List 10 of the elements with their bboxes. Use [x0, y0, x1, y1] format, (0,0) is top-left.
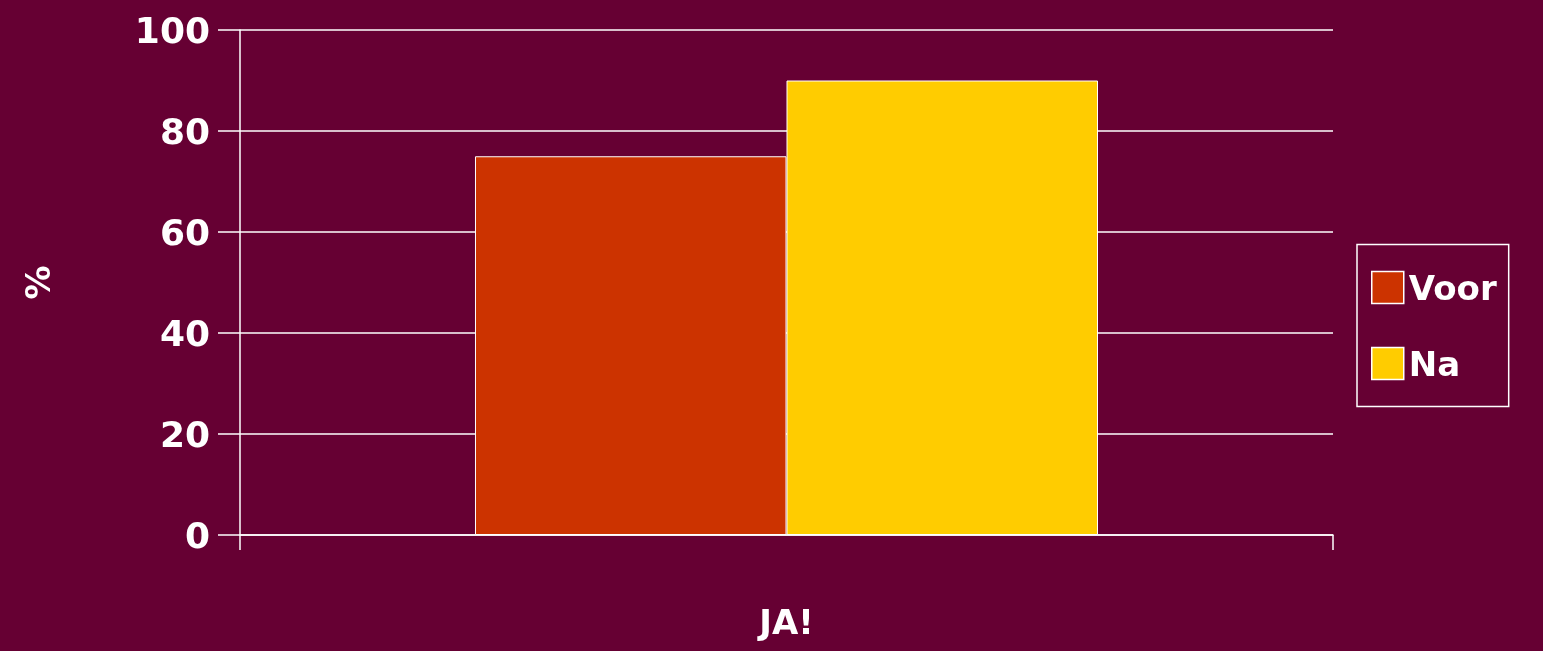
legend-label: Na [1408, 343, 1461, 384]
y-tick-label: 20 [159, 413, 210, 455]
y-tick-label: 0 [184, 514, 210, 556]
y-axis-title: % [18, 265, 58, 300]
y-tick-label: 60 [159, 211, 210, 253]
y-tick-label: 40 [159, 312, 210, 354]
y-tick-label: 80 [159, 110, 210, 152]
y-tick-label: 100 [134, 9, 210, 51]
legend-label: Voor [1408, 267, 1497, 308]
x-tick-label: JA! [757, 602, 814, 642]
